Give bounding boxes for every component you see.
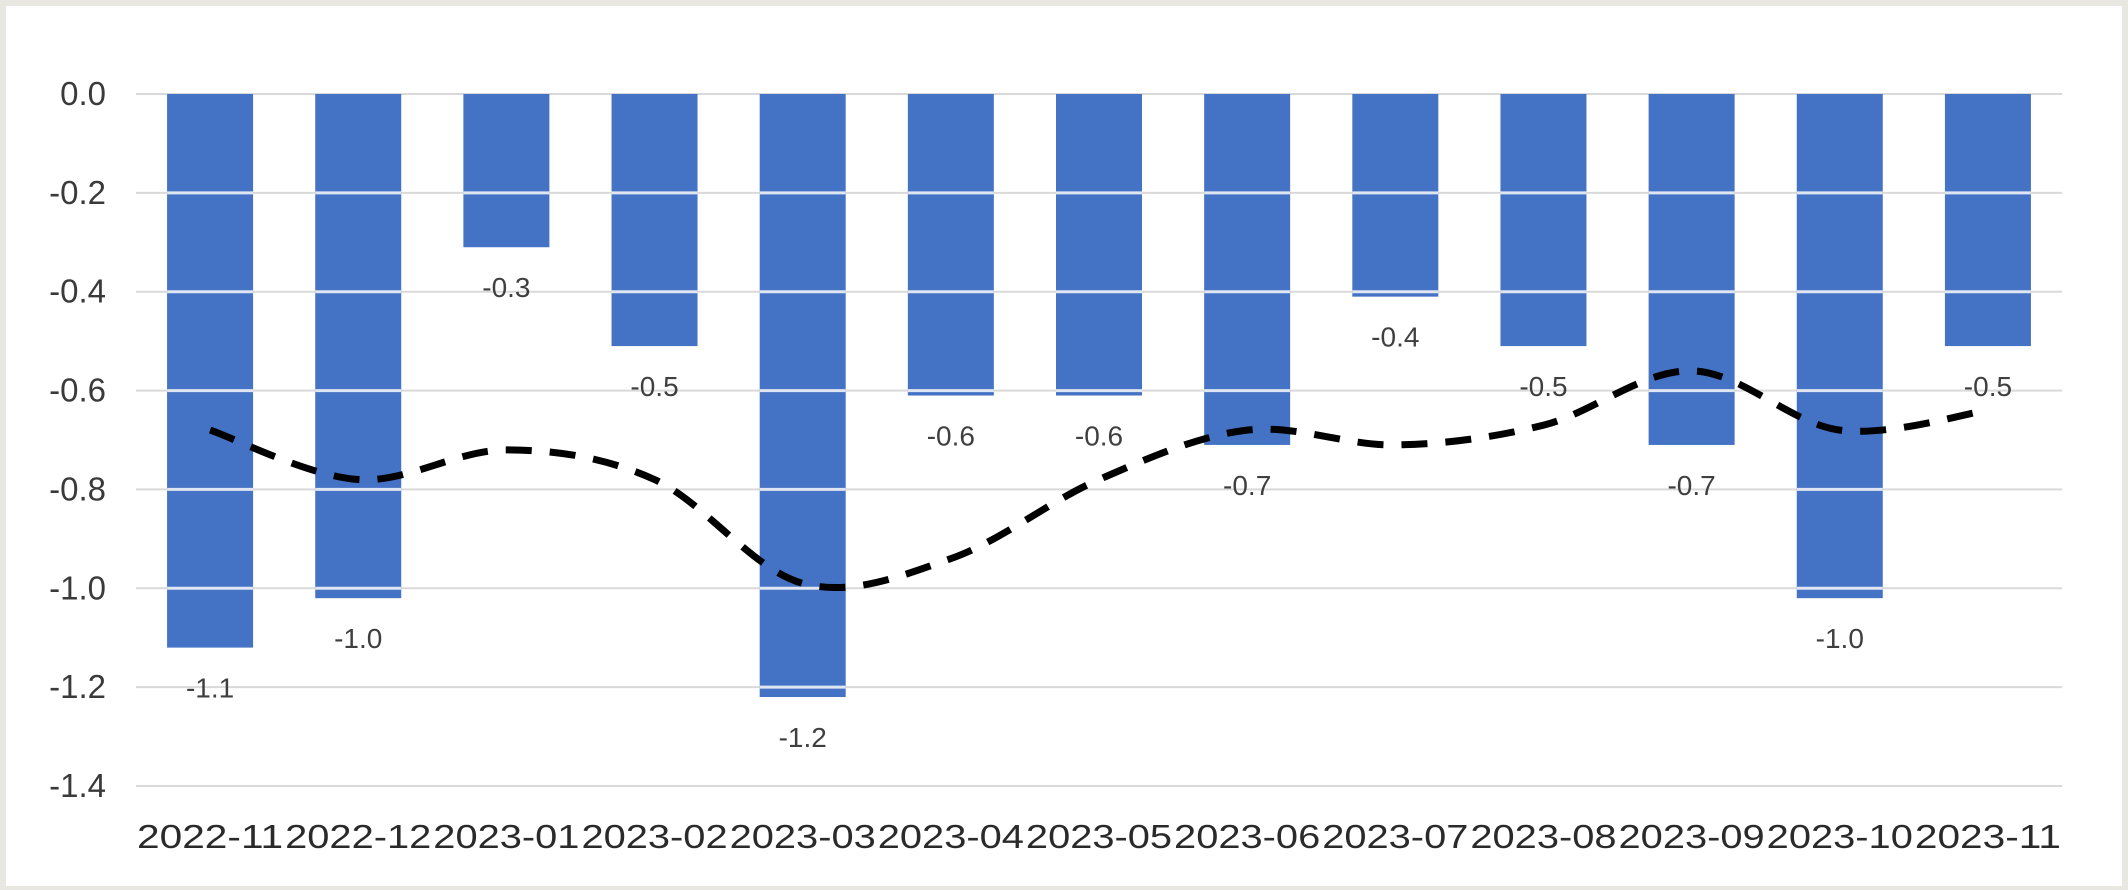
bar-2023-06 [1204,94,1291,445]
y-axis-ticks: 0.0 -0.2 -0.4 -0.6 -0.8 -1.0 -1.2 -1.4 [49,75,106,804]
x-tick-label: 2022-11 [137,818,283,855]
bar-2023-07 [1352,94,1439,297]
x-axis-ticks: 2022-11 2022-12 2023-01 2023-02 2023-03 2023-… [137,818,2061,855]
y-tick-label: -0.4 [49,273,106,310]
y-tick-label: -0.8 [49,470,106,507]
x-tick-label: 2023-02 [581,818,727,855]
data-label-2023-01: -0.3 [482,272,530,303]
x-tick-label: 2023-01 [433,818,579,855]
bar-2023-03 [759,94,846,698]
x-tick-label: 2023-08 [1470,818,1616,855]
bar-2023-01 [463,94,550,248]
y-tick-label: -1.2 [49,668,106,705]
y-tick-label: 0.0 [60,75,106,112]
data-label-2023-06: -0.7 [1223,470,1271,501]
x-tick-label: 2023-11 [1915,818,2061,855]
trend-line-path [208,367,1989,592]
data-label-2023-08: -0.5 [1519,371,1567,402]
bar-2023-02 [611,94,698,347]
data-label-2023-05: -0.6 [1075,421,1123,452]
x-tick-label: 2022-12 [285,818,431,855]
y-tick-label: -0.2 [49,174,106,211]
data-label-2023-02: -0.5 [630,371,678,402]
data-label-2022-11: -1.1 [186,673,234,704]
x-tick-label: 2023-07 [1322,818,1468,855]
data-label-2023-04: -0.6 [927,421,975,452]
bar-2022-11 [167,94,254,648]
chart-frame: 0.0 -0.2 -0.4 -0.6 -0.8 -1.0 -1.2 -1.4 -1.1 -1.0… [6,6,2122,886]
y-tick-label: -1.4 [49,767,106,804]
x-tick-label: 2023-06 [1174,818,1320,855]
data-label-2023-07: -0.4 [1371,322,1419,353]
data-label-2023-03: -1.2 [779,722,827,753]
bar-2023-04 [907,94,994,396]
bar-gridline-overlay [167,191,2031,689]
bar-2023-10 [1796,94,1883,599]
data-label-2023-11: -0.5 [1964,371,2012,402]
bar-2023-09 [1648,94,1735,445]
y-tick-label: -1.0 [49,569,106,606]
bar-2022-12 [315,94,402,599]
bar-2023-05 [1056,94,1142,396]
data-label-2023-09: -0.7 [1667,470,1715,501]
data-labels: -1.1 -1.0 -0.3 -0.5 -1.2 -0.6 -0.6 -0.7 -0.4 -0.5… [186,272,2012,753]
x-tick-label: 2023-03 [730,818,876,855]
bar-2023-11 [1944,94,2031,347]
x-tick-label: 2023-04 [878,818,1024,855]
y-tick-label: -0.6 [49,372,106,409]
x-tick-label: 2023-09 [1619,818,1765,855]
bar-chart: 0.0 -0.2 -0.4 -0.6 -0.8 -1.0 -1.2 -1.4 -1.1 -1.0… [49,75,2062,855]
data-label-2022-12: -1.0 [334,623,382,654]
bars [167,94,2031,698]
bar-2023-08 [1500,94,1587,347]
data-label-2023-10: -1.0 [1816,623,1864,654]
x-tick-label: 2023-10 [1767,818,1913,855]
x-tick-label: 2023-05 [1026,818,1172,855]
trend-line [208,367,1989,592]
